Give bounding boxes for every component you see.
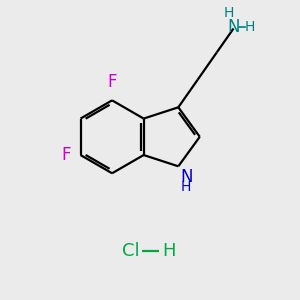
Text: H: H <box>181 180 191 194</box>
Text: H: H <box>162 242 176 260</box>
Text: H: H <box>224 6 234 20</box>
Text: N: N <box>227 18 240 36</box>
Text: N: N <box>181 168 193 186</box>
Text: F: F <box>107 73 117 91</box>
Text: H: H <box>244 20 255 34</box>
Text: Cl: Cl <box>122 242 140 260</box>
Text: F: F <box>61 146 71 164</box>
